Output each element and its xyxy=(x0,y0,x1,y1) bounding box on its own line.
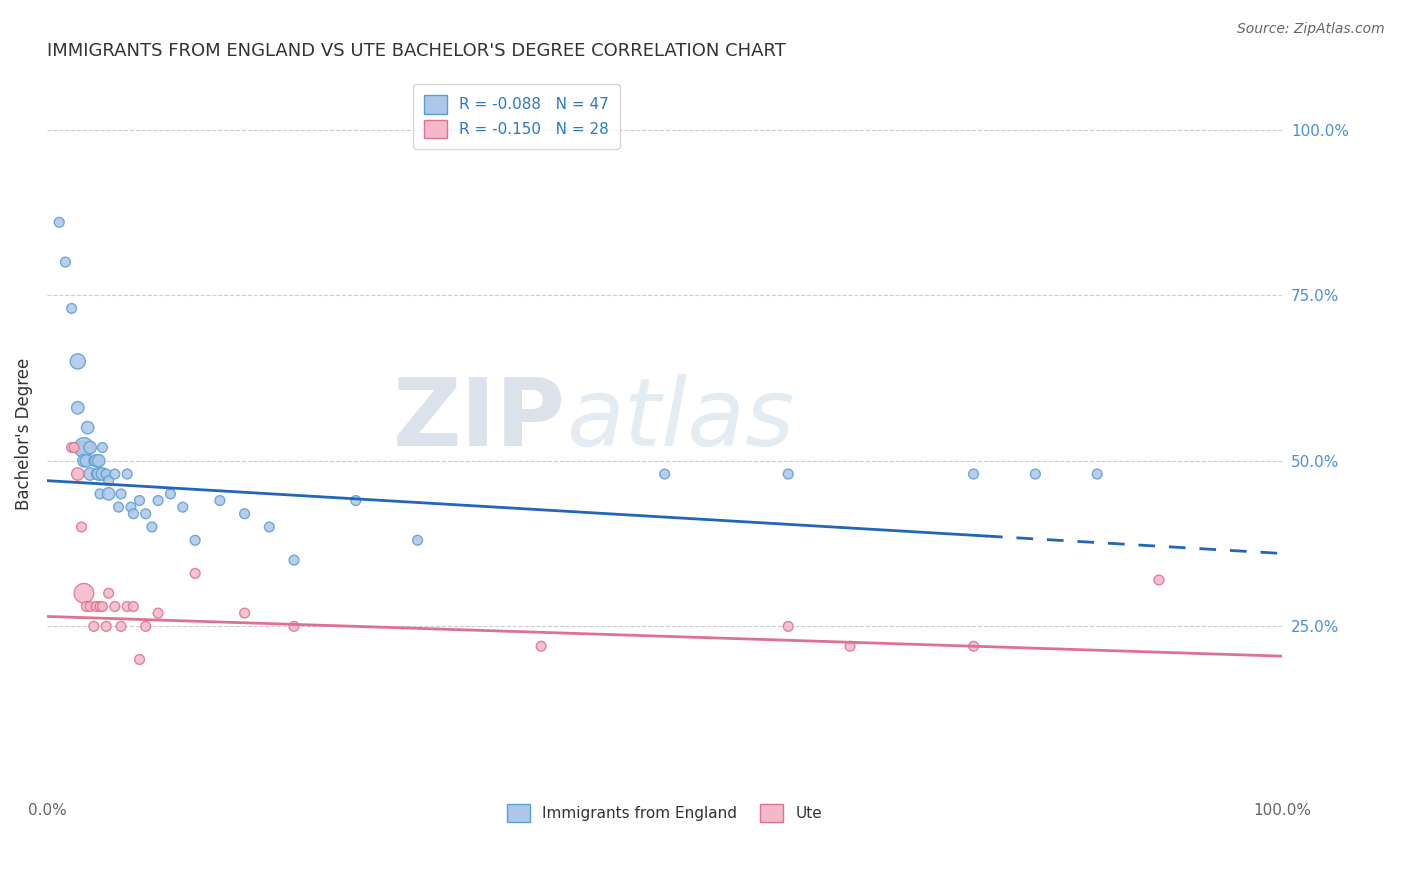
Point xyxy=(1024,467,1046,481)
Point xyxy=(55,255,77,269)
Point xyxy=(1085,467,1108,481)
Point xyxy=(120,500,142,515)
Point xyxy=(89,487,111,501)
Point xyxy=(344,493,367,508)
Point xyxy=(91,441,114,455)
Point xyxy=(60,301,83,316)
Point xyxy=(97,487,120,501)
Point xyxy=(962,639,984,653)
Point xyxy=(122,507,145,521)
Point xyxy=(73,454,96,468)
Point xyxy=(110,487,132,501)
Y-axis label: Bachelor's Degree: Bachelor's Degree xyxy=(15,359,32,510)
Legend: Immigrants from England, Ute: Immigrants from England, Ute xyxy=(495,791,834,834)
Point xyxy=(233,507,256,521)
Point xyxy=(283,619,305,633)
Point xyxy=(66,354,89,368)
Point xyxy=(66,401,89,415)
Point xyxy=(97,586,120,600)
Point xyxy=(104,599,127,614)
Point xyxy=(654,467,676,481)
Point xyxy=(70,520,93,534)
Text: IMMIGRANTS FROM ENGLAND VS UTE BACHELOR'S DEGREE CORRELATION CHART: IMMIGRANTS FROM ENGLAND VS UTE BACHELOR'… xyxy=(46,42,786,60)
Point xyxy=(184,533,207,548)
Point xyxy=(259,520,281,534)
Point xyxy=(208,493,231,508)
Point xyxy=(91,467,114,481)
Point xyxy=(141,520,163,534)
Point xyxy=(83,454,105,468)
Point xyxy=(283,553,305,567)
Point xyxy=(778,467,800,481)
Point xyxy=(135,619,157,633)
Point xyxy=(86,467,108,481)
Point xyxy=(73,441,96,455)
Text: atlas: atlas xyxy=(565,375,794,466)
Point xyxy=(839,639,862,653)
Point xyxy=(66,467,89,481)
Point xyxy=(233,606,256,620)
Point xyxy=(107,500,129,515)
Point xyxy=(79,467,101,481)
Point xyxy=(159,487,181,501)
Point xyxy=(60,441,83,455)
Point xyxy=(146,493,169,508)
Text: Source: ZipAtlas.com: Source: ZipAtlas.com xyxy=(1237,22,1385,37)
Point xyxy=(962,467,984,481)
Point xyxy=(128,493,150,508)
Point xyxy=(89,599,111,614)
Point xyxy=(115,599,138,614)
Point xyxy=(79,599,101,614)
Point xyxy=(83,619,105,633)
Point xyxy=(110,619,132,633)
Point xyxy=(63,441,86,455)
Point xyxy=(86,599,108,614)
Point xyxy=(91,599,114,614)
Point xyxy=(79,441,101,455)
Point xyxy=(135,507,157,521)
Point xyxy=(48,215,70,229)
Point xyxy=(184,566,207,581)
Point xyxy=(75,599,97,614)
Point xyxy=(96,619,118,633)
Point xyxy=(97,474,120,488)
Point xyxy=(122,599,145,614)
Point xyxy=(76,420,98,434)
Point xyxy=(146,606,169,620)
Point xyxy=(73,586,96,600)
Point xyxy=(172,500,194,515)
Point xyxy=(86,454,108,468)
Point xyxy=(87,454,110,468)
Point xyxy=(1147,573,1170,587)
Point xyxy=(75,454,97,468)
Point xyxy=(115,467,138,481)
Point xyxy=(70,441,93,455)
Point xyxy=(96,467,118,481)
Point xyxy=(87,467,110,481)
Point xyxy=(778,619,800,633)
Point xyxy=(128,652,150,666)
Point xyxy=(104,467,127,481)
Text: ZIP: ZIP xyxy=(392,374,565,466)
Point xyxy=(406,533,429,548)
Point xyxy=(530,639,553,653)
